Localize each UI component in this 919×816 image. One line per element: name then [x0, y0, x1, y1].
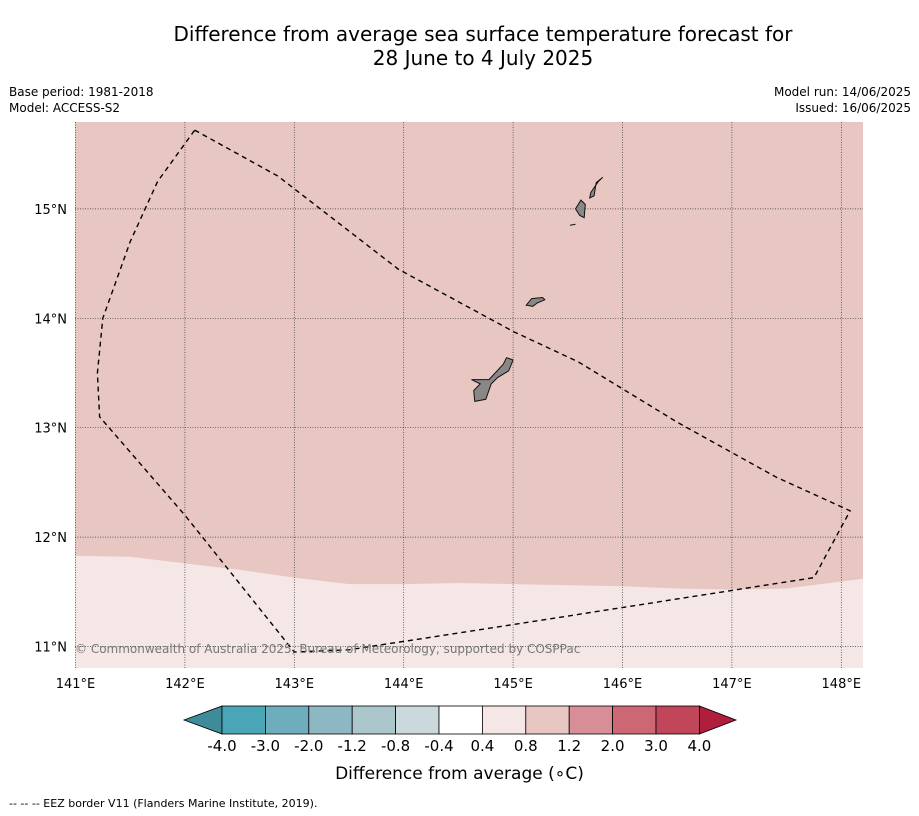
colorbar-tick-6: 0.4	[470, 737, 495, 755]
colorbar-segment-6	[481, 705, 527, 735]
island-saipan	[589, 176, 604, 199]
colorbar-tick-3: -1.2	[337, 737, 367, 755]
eez-border	[96, 129, 852, 653]
colorbar-tick-7: 0.8	[513, 737, 538, 755]
colorbar	[182, 705, 738, 735]
island-aguijan	[569, 223, 576, 226]
lon-tick-label-146: 146°E	[603, 677, 643, 692]
issued-date: Issued: 16/06/2025	[795, 101, 911, 115]
colorbar-segment-8	[568, 705, 614, 735]
island-tinian	[574, 199, 586, 219]
eez-footnote: -- -- -- EEZ border V11 (Flanders Marine…	[9, 797, 318, 810]
lon-tick-label-144: 144°E	[384, 677, 424, 692]
colorbar-segment-0	[221, 705, 266, 735]
lat-tick-label-13: 13°N	[34, 422, 67, 437]
colorbar-tick-1: -3.0	[250, 737, 281, 755]
meta-right: Model run: 14/06/2025 Issued: 16/06/2025	[774, 84, 911, 116]
colorbar-tick-2: -2.0	[294, 737, 324, 755]
base-period: Base period: 1981-2018	[9, 85, 154, 99]
lat-tick-label-11: 11°N	[34, 641, 67, 656]
colorbar-segment-1	[264, 705, 310, 735]
copyright-text: © Commonwealth of Australia 2025, Bureau…	[75, 642, 580, 656]
meta-left: Base period: 1981-2018 Model: ACCESS-S2	[9, 84, 154, 116]
lat-tick-label-12: 12°N	[34, 531, 67, 546]
lat-tick-label-15: 15°N	[34, 203, 67, 218]
colorbar-segment-4	[395, 705, 440, 735]
colorbar-tick-9: 2.0	[600, 737, 625, 755]
colorbar-extend-low	[182, 705, 223, 735]
colorbar-segment-9	[612, 705, 657, 735]
model-run: Model run: 14/06/2025	[773, 85, 911, 99]
colorbar-tick-5: -0.4	[424, 737, 454, 755]
island-rota	[525, 296, 546, 307]
lon-tick-label-148: 148°E	[822, 677, 862, 692]
title-line-1: Difference from average sea surface temp…	[173, 22, 793, 46]
chart-title: Difference from average sea surface temp…	[90, 22, 876, 70]
colorbar-extend-high	[699, 705, 738, 735]
colorbar-segment-2	[308, 705, 353, 735]
colorbar-segment-3	[351, 705, 397, 735]
colorbar-tick-10: 3.0	[644, 737, 668, 755]
lon-tick-label-142: 142°E	[165, 677, 205, 692]
colorbar-label: Difference from average (∘C)	[335, 764, 584, 784]
lon-tick-label-141: 141°E	[56, 677, 96, 692]
model-name: Model: ACCESS-S2	[9, 101, 121, 115]
colorbar-tick-11: 4.0	[687, 737, 712, 755]
title-line-2: 28 June to 4 July 2025	[372, 46, 594, 70]
colorbar-segment-7	[525, 705, 570, 735]
lat-tick-label-14: 14°N	[34, 312, 67, 327]
lon-tick-label-147: 147°E	[712, 677, 752, 692]
anomaly-region-0-4-0-8	[75, 555, 863, 668]
lon-tick-label-145: 145°E	[493, 677, 533, 692]
colorbar-tick-labels: -4.0 -3.0 -2.0 -1.2 -0.8 -0.4 0.4 0.8 1.2 2.0 3.0 4…	[0, 737, 919, 757]
colorbar-tick-8: 1.2	[557, 737, 582, 755]
colorbar-tick-4: -0.8	[380, 737, 411, 755]
map-layer: © Commonwealth of Australia 2025, Bureau…	[34, 122, 863, 692]
plot-area: © Commonwealth of Australia 2025, Bureau…	[75, 122, 863, 668]
lon-tick-label-143: 143°E	[275, 677, 315, 692]
island-guam	[471, 357, 514, 402]
colorbar-tick-0: -4.0	[207, 737, 237, 755]
colorbar-segment-10	[655, 705, 700, 735]
colorbar-segment-5	[438, 705, 483, 735]
